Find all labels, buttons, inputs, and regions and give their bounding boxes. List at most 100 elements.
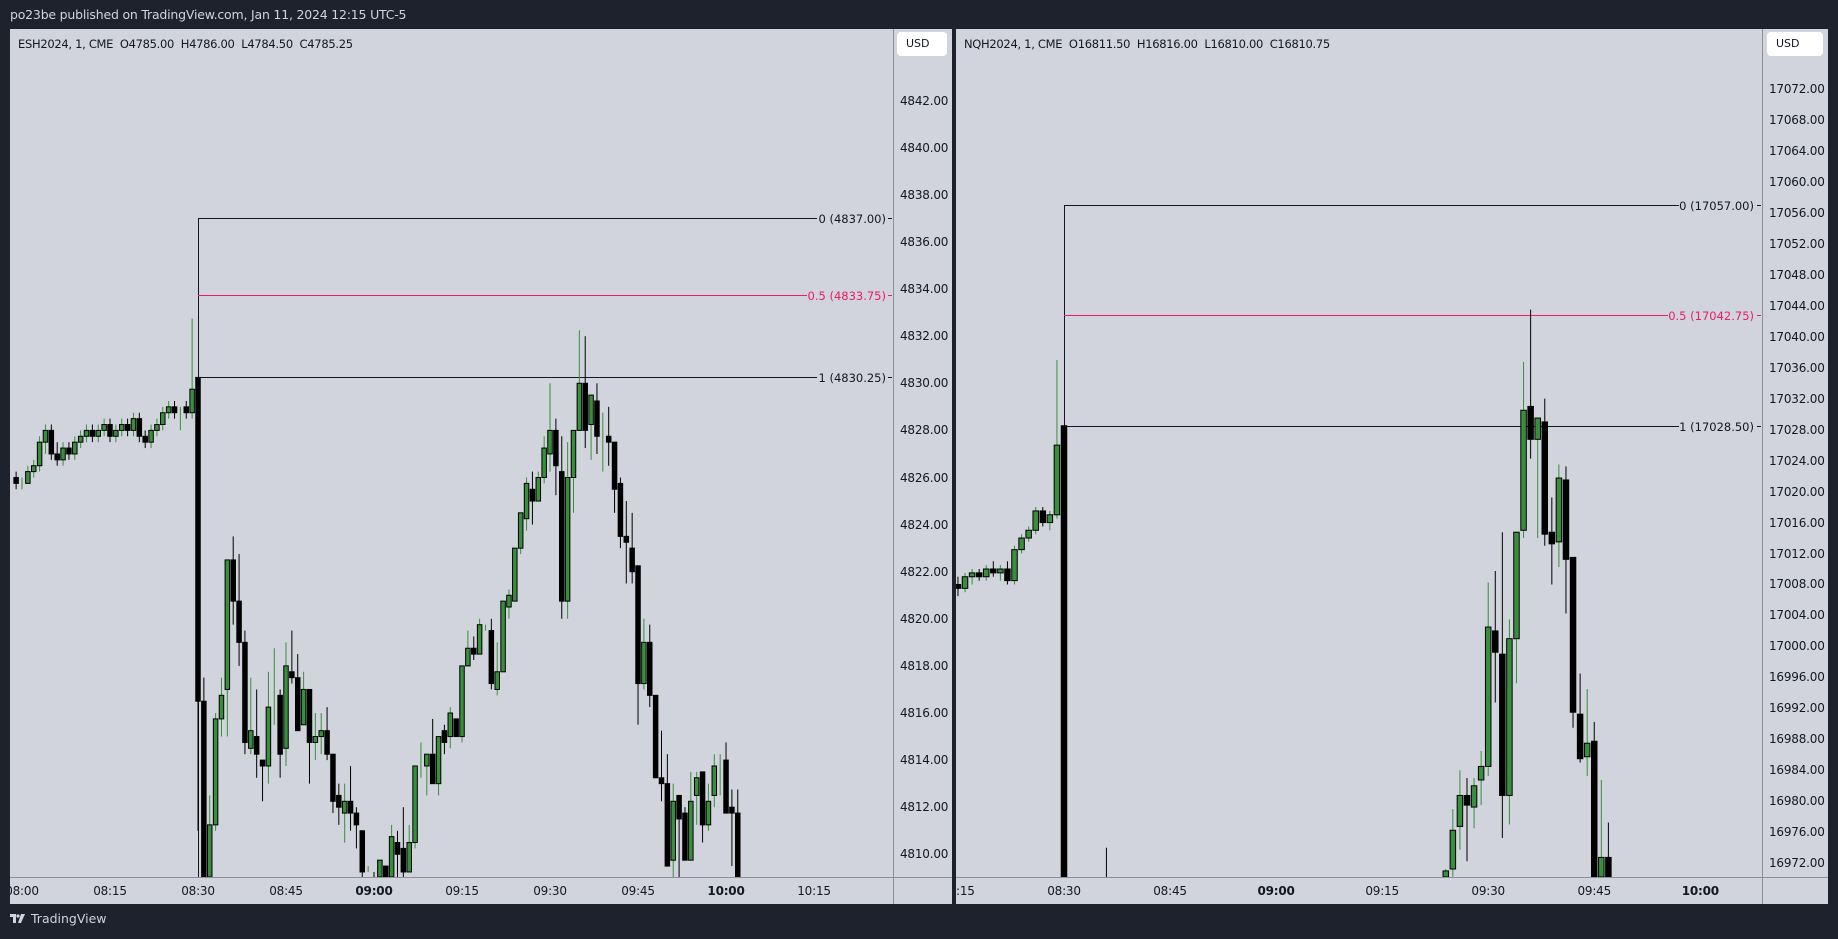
candle[interactable] xyxy=(623,501,630,584)
candle[interactable] xyxy=(465,630,471,667)
candle[interactable] xyxy=(183,400,190,419)
candle[interactable] xyxy=(388,824,395,877)
candle[interactable] xyxy=(1569,556,1577,728)
candle[interactable] xyxy=(1527,309,1534,459)
candle[interactable] xyxy=(1598,779,1605,877)
candle[interactable] xyxy=(148,424,154,449)
candle[interactable] xyxy=(312,713,319,761)
candle[interactable] xyxy=(248,677,254,755)
candle[interactable] xyxy=(1605,822,1612,877)
candle[interactable] xyxy=(265,671,272,784)
candle[interactable] xyxy=(1025,526,1032,542)
candle[interactable] xyxy=(165,400,172,419)
candle[interactable] xyxy=(1484,582,1492,777)
candle[interactable] xyxy=(564,442,571,619)
candle[interactable] xyxy=(83,424,90,443)
candle[interactable] xyxy=(494,642,500,696)
candle[interactable] xyxy=(1576,673,1584,763)
candle[interactable] xyxy=(1463,778,1471,862)
candle[interactable] xyxy=(968,569,976,585)
candle[interactable] xyxy=(688,771,694,861)
candle[interactable] xyxy=(353,807,360,849)
candle[interactable] xyxy=(500,600,506,673)
candle[interactable] xyxy=(160,406,166,431)
candle[interactable] xyxy=(142,430,148,449)
candle[interactable] xyxy=(206,795,213,877)
candle[interactable] xyxy=(406,824,412,873)
candle[interactable] xyxy=(476,618,483,655)
candle[interactable] xyxy=(42,424,49,454)
candle[interactable] xyxy=(236,554,242,666)
candle[interactable] xyxy=(242,630,248,755)
candle[interactable] xyxy=(259,759,266,802)
candle[interactable] xyxy=(118,418,125,437)
candle[interactable] xyxy=(729,789,735,867)
candle[interactable] xyxy=(658,730,665,802)
candle[interactable] xyxy=(336,783,342,825)
candle[interactable] xyxy=(189,318,195,419)
candle[interactable] xyxy=(956,576,962,597)
candle[interactable] xyxy=(412,765,418,849)
candle[interactable] xyxy=(1442,869,1450,877)
candle[interactable] xyxy=(300,671,307,726)
candle[interactable] xyxy=(377,859,383,877)
candle[interactable] xyxy=(218,677,225,737)
candle[interactable] xyxy=(961,572,969,593)
candle[interactable] xyxy=(318,713,324,755)
candle[interactable] xyxy=(1591,721,1598,877)
candle[interactable] xyxy=(72,436,78,460)
candle[interactable] xyxy=(453,718,459,738)
chart-pane-es[interactable]: ESH2024, 1, CME O4785.00 H4786.00 L4784.… xyxy=(10,29,952,904)
candle[interactable] xyxy=(1477,750,1485,806)
candle[interactable] xyxy=(441,724,448,755)
candle[interactable] xyxy=(107,418,113,443)
candle[interactable] xyxy=(647,624,653,708)
candle[interactable] xyxy=(347,765,354,831)
candle[interactable] xyxy=(341,783,348,843)
candle[interactable] xyxy=(89,424,96,443)
candle[interactable] xyxy=(975,569,983,581)
candle[interactable] xyxy=(1499,532,1506,839)
candle[interactable] xyxy=(113,424,119,443)
candle[interactable] xyxy=(723,742,729,814)
candle[interactable] xyxy=(289,630,295,684)
candle[interactable] xyxy=(1039,507,1047,527)
candle[interactable] xyxy=(576,330,583,431)
candle[interactable] xyxy=(459,665,465,743)
candle[interactable] xyxy=(400,807,407,877)
candle[interactable] xyxy=(306,688,313,784)
candle[interactable] xyxy=(424,753,430,796)
candle[interactable] xyxy=(48,424,55,460)
candle[interactable] xyxy=(682,807,688,861)
candle[interactable] xyxy=(529,471,536,525)
candle[interactable] xyxy=(594,383,600,454)
candle[interactable] xyxy=(77,430,84,449)
candle[interactable] xyxy=(435,736,442,796)
candle[interactable] xyxy=(1004,561,1011,585)
candle[interactable] xyxy=(664,754,671,867)
candle[interactable] xyxy=(535,471,542,502)
candle[interactable] xyxy=(982,565,990,581)
candle[interactable] xyxy=(30,459,37,478)
candle[interactable] xyxy=(359,830,366,877)
candle[interactable] xyxy=(283,642,289,766)
candlestick-chart-es[interactable] xyxy=(10,29,893,877)
candle[interactable] xyxy=(201,677,207,877)
candle[interactable] xyxy=(1011,545,1018,585)
candle[interactable] xyxy=(693,771,700,825)
candle[interactable] xyxy=(224,559,231,737)
candle[interactable] xyxy=(154,418,160,437)
candle[interactable] xyxy=(54,442,60,466)
candle[interactable] xyxy=(1583,689,1591,777)
candle[interactable] xyxy=(553,418,559,496)
currency-button[interactable]: USD xyxy=(1767,32,1823,56)
candle[interactable] xyxy=(541,436,547,484)
candle[interactable] xyxy=(1470,778,1478,829)
candle[interactable] xyxy=(1534,417,1541,539)
candle[interactable] xyxy=(13,471,19,490)
candle[interactable] xyxy=(990,561,997,577)
candle[interactable] xyxy=(1562,466,1570,614)
chart-pane-nq[interactable]: NQH2024, 1, CME O16811.50 H16816.00 L168… xyxy=(956,29,1828,904)
candle[interactable] xyxy=(429,718,436,785)
candle[interactable] xyxy=(1032,507,1039,535)
